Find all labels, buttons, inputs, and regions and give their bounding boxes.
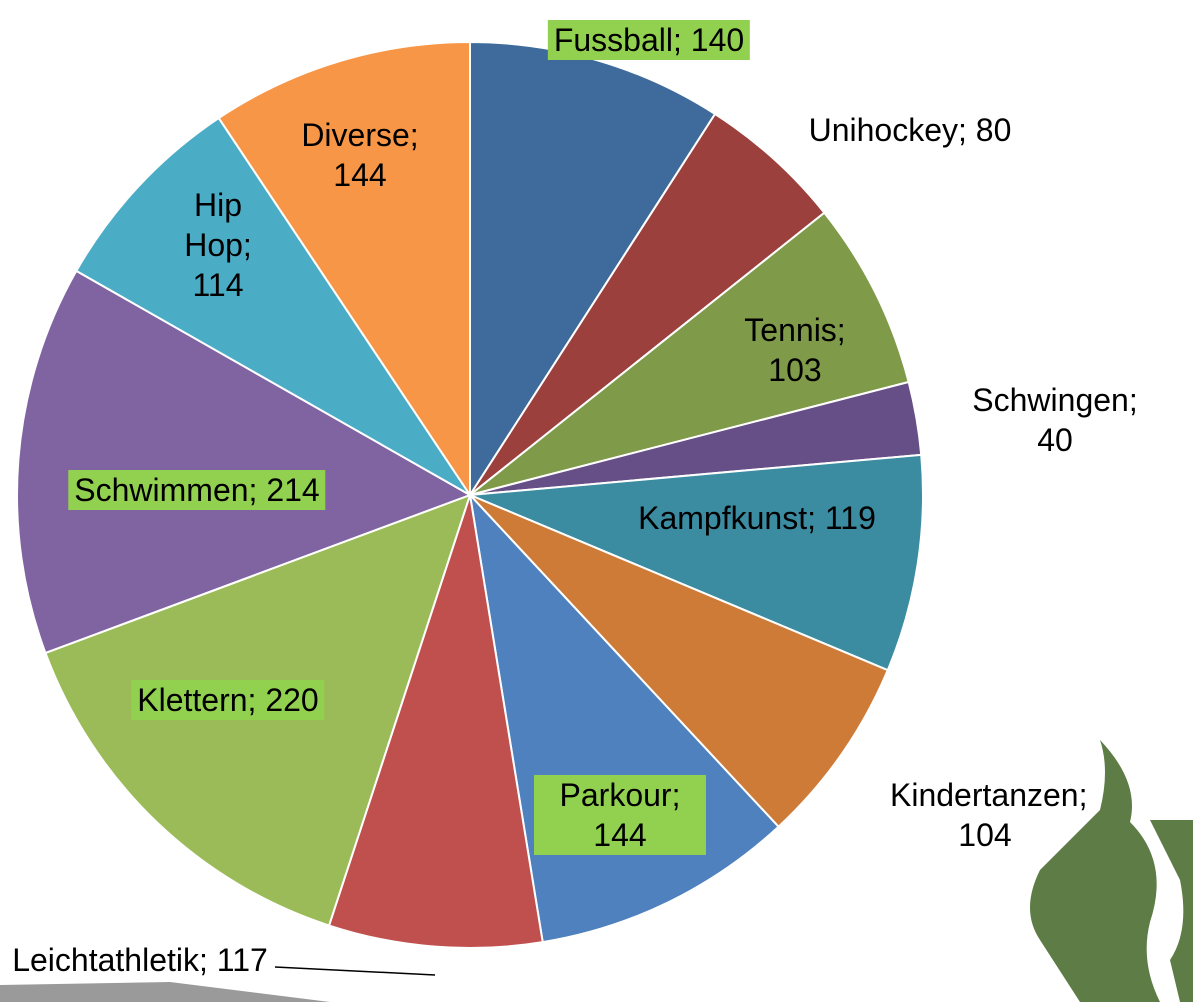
leader-line <box>275 967 435 975</box>
data-label: Diverse; 144 <box>279 115 441 195</box>
data-label: Schwingen; 40 <box>966 380 1143 460</box>
data-label: Parkour; 144 <box>534 775 706 855</box>
decor-figure <box>1150 820 1193 1002</box>
decor-slab <box>0 982 330 1002</box>
data-label: Leichtathletik; 117 <box>6 940 274 980</box>
data-label: Klettern; 220 <box>131 680 324 720</box>
data-label: Unihockey; 80 <box>803 110 1018 150</box>
data-label: Kindertanzen; 104 <box>884 775 1086 855</box>
data-label: Kampfkunst; 119 <box>632 498 882 538</box>
data-label: Fussball; 140 <box>548 20 750 60</box>
data-label: Hip Hop; 114 <box>172 185 264 305</box>
data-label: Tennis; 103 <box>724 310 866 390</box>
page: Fussball; 140 Unihockey; 80 Tennis; 103 Sch… <box>0 0 1193 1002</box>
data-label: Schwimmen; 214 <box>68 470 325 510</box>
